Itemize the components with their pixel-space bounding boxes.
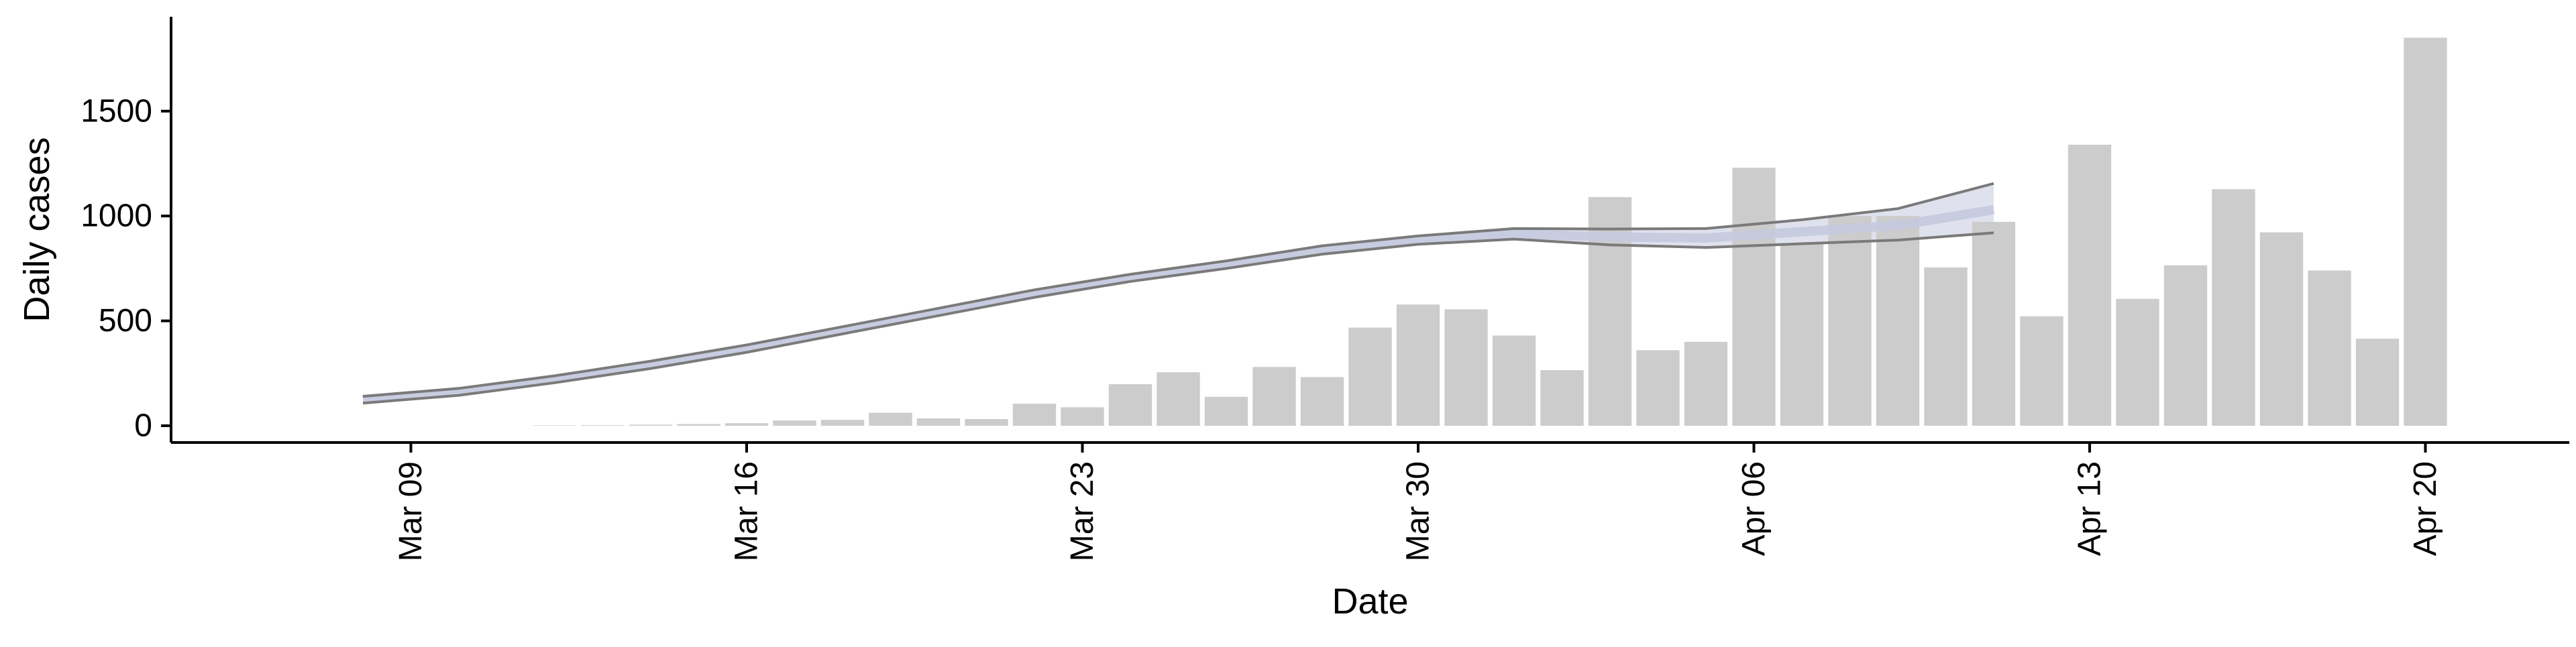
y-tick-label: 1500 xyxy=(80,93,152,129)
bar xyxy=(2355,339,2400,426)
bar xyxy=(1828,216,1872,426)
bar xyxy=(2163,265,2208,426)
bar xyxy=(1972,221,2016,426)
bar xyxy=(1012,404,1057,426)
x-tick-label: Mar 16 xyxy=(729,461,765,561)
bar xyxy=(581,425,625,426)
x-tick-label: Apr 06 xyxy=(1736,461,1772,556)
y-axis-ticks: 0 500 1000 1500 xyxy=(80,93,171,443)
bar xyxy=(2116,298,2159,426)
bar xyxy=(1924,267,1968,426)
bar xyxy=(916,418,961,426)
bar xyxy=(2404,38,2447,426)
bar xyxy=(1204,396,1248,426)
bar xyxy=(1157,372,1200,426)
bar xyxy=(533,425,577,426)
x-axis-ticks: Mar 09 Mar 16 Mar 23 Mar 30 Apr 06 Apr 13 Apr … xyxy=(393,443,2443,561)
bar xyxy=(2212,189,2255,426)
bar xyxy=(1252,367,1296,426)
bar xyxy=(1492,335,1536,426)
trend-upper-line xyxy=(362,182,1994,398)
bar xyxy=(2020,316,2063,426)
bar-layer xyxy=(533,38,2447,426)
y-axis-title: Daily cases xyxy=(17,137,57,322)
bar xyxy=(1732,168,1776,426)
bar xyxy=(629,424,673,426)
bar xyxy=(1684,341,1728,426)
bar xyxy=(1444,309,1488,426)
bar xyxy=(1540,370,1584,426)
bar xyxy=(1396,304,1440,426)
bar xyxy=(1300,377,1344,426)
bar xyxy=(1348,327,1392,426)
bar xyxy=(1588,197,1632,426)
axes: Mar 09 Mar 16 Mar 23 Mar 30 Apr 06 Apr 13 Apr … xyxy=(80,17,2569,561)
bar xyxy=(773,420,816,426)
bar xyxy=(1061,407,1104,426)
bar xyxy=(1876,216,1920,426)
bar xyxy=(820,420,865,426)
bar xyxy=(2068,144,2112,426)
bar xyxy=(1780,243,1824,426)
bar xyxy=(2259,232,2304,426)
x-tick-label: Mar 30 xyxy=(1401,461,1436,561)
x-tick-label: Mar 09 xyxy=(393,461,429,561)
y-tick-label: 0 xyxy=(134,408,152,443)
x-axis-title: Date xyxy=(1332,581,1408,622)
x-tick-label: Mar 23 xyxy=(1065,461,1100,561)
y-tick-label: 1000 xyxy=(80,198,152,234)
x-tick-label: Apr 13 xyxy=(2072,461,2108,556)
y-tick-label: 500 xyxy=(99,303,152,339)
bar xyxy=(1108,384,1152,426)
bar xyxy=(724,423,769,426)
bar xyxy=(965,418,1008,426)
trend-line-layer xyxy=(362,182,1995,405)
trend-median-line xyxy=(362,204,1995,404)
bar xyxy=(2308,270,2351,426)
bar xyxy=(1636,350,1680,426)
x-tick-label: Apr 20 xyxy=(2408,461,2443,556)
bar xyxy=(869,412,912,426)
bar xyxy=(677,424,720,426)
trend-lower-line xyxy=(362,231,1994,405)
